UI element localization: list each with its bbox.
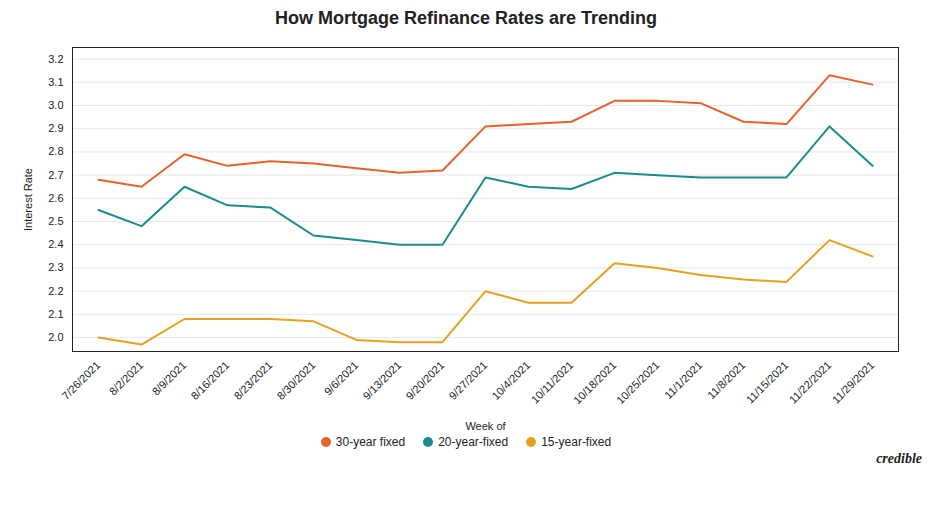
svg-text:2.2: 2.2 — [48, 285, 63, 297]
svg-text:8/9/2021: 8/9/2021 — [150, 359, 189, 398]
svg-text:8/16/2021: 8/16/2021 — [188, 359, 231, 402]
svg-text:11/22/2021: 11/22/2021 — [787, 359, 834, 406]
svg-text:3.2: 3.2 — [48, 53, 63, 65]
svg-text:2.5: 2.5 — [48, 215, 63, 227]
svg-text:2.8: 2.8 — [48, 145, 63, 157]
svg-text:10/25/2021: 10/25/2021 — [614, 359, 661, 406]
svg-text:8/30/2021: 8/30/2021 — [274, 359, 317, 402]
svg-text:2.1: 2.1 — [48, 308, 63, 320]
svg-text:10/11/2021: 10/11/2021 — [529, 359, 576, 406]
html-text:15-year-fixed: 15-year-fixed — [541, 435, 612, 449]
svg-text:2.4: 2.4 — [48, 238, 63, 250]
svg-text:11/1/2021: 11/1/2021 — [662, 359, 705, 402]
svg-text:11/15/2021: 11/15/2021 — [744, 359, 791, 406]
svg-text:2.9: 2.9 — [48, 122, 63, 134]
html-text:30-year fixed: 30-year fixed — [335, 435, 406, 449]
svg-text:7/26/2021: 7/26/2021 — [59, 359, 102, 402]
svg-text:11/8/2021: 11/8/2021 — [705, 359, 748, 402]
svg-text:Week of: Week of — [465, 420, 506, 432]
svg-text:9/13/2021: 9/13/2021 — [360, 359, 403, 402]
svg-text:2.6: 2.6 — [48, 192, 63, 204]
html-text:20-year-fixed: 20-year-fixed — [438, 435, 509, 449]
svg-text:2.0: 2.0 — [48, 331, 63, 343]
svg-text:10/18/2021: 10/18/2021 — [571, 359, 618, 406]
svg-text:10/4/2021: 10/4/2021 — [489, 359, 532, 402]
svg-text:2.7: 2.7 — [48, 169, 63, 181]
svg-text:Interest Rate: Interest Rate — [22, 168, 34, 231]
svg-text:3.0: 3.0 — [48, 99, 63, 111]
svg-text:11/29/2021: 11/29/2021 — [830, 359, 877, 406]
svg-text:9/20/2021: 9/20/2021 — [403, 359, 446, 402]
svg-text:9/6/2021: 9/6/2021 — [322, 359, 361, 398]
svg-text:9/27/2021: 9/27/2021 — [446, 359, 489, 402]
svg-text:3.1: 3.1 — [48, 76, 63, 88]
svg-text:8/23/2021: 8/23/2021 — [231, 359, 274, 402]
html-text:How Mortgage Refinance Rates a: How Mortgage Refinance Rates are Trendin… — [275, 8, 657, 28]
html-text:credible: credible — [876, 451, 922, 466]
svg-text:8/2/2021: 8/2/2021 — [107, 359, 146, 398]
svg-text:2.3: 2.3 — [48, 261, 63, 273]
